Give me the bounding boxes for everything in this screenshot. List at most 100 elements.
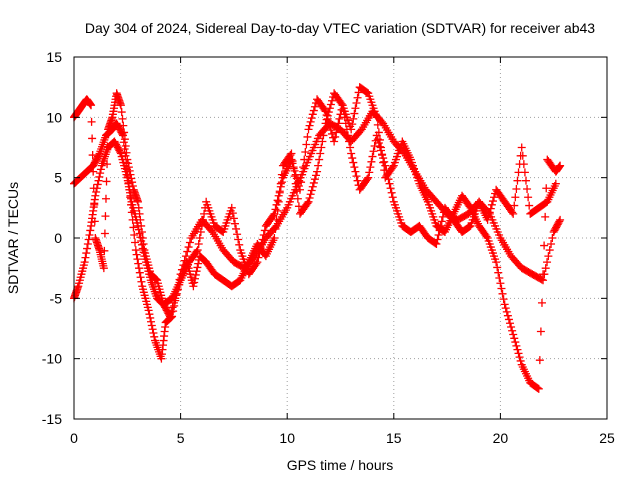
data-point-interp xyxy=(369,147,378,156)
data-point-interp xyxy=(508,326,517,335)
data-point-interp xyxy=(539,270,548,279)
x-tick-label: 0 xyxy=(70,430,78,446)
data-point-interp xyxy=(305,194,314,203)
data-point-interp xyxy=(366,163,375,172)
data-point-interp xyxy=(513,176,522,185)
data-point-interp xyxy=(87,117,96,126)
data-point-interp xyxy=(146,313,155,322)
data-point-interp xyxy=(124,163,133,172)
y-tick-label: 5 xyxy=(54,170,62,186)
data-point-interp xyxy=(373,120,382,129)
data-point-interp xyxy=(102,177,111,186)
data-point-interp xyxy=(118,129,127,138)
data-point-interp xyxy=(545,246,554,255)
data-point-interp xyxy=(276,179,285,188)
data-point-interp xyxy=(504,315,513,324)
data-point-interp xyxy=(259,230,268,239)
data-point-interp xyxy=(150,332,159,341)
data-point-interp xyxy=(349,158,358,167)
data-point-interp xyxy=(487,200,496,209)
data-point-interp xyxy=(194,259,203,268)
data-point-interp xyxy=(83,240,92,249)
data-point-interp xyxy=(117,108,126,117)
data-point-interp xyxy=(122,148,131,157)
data-point-interp xyxy=(148,325,157,334)
data-point xyxy=(304,125,313,134)
data-point-interp xyxy=(127,174,136,183)
data-point-interp xyxy=(375,142,384,151)
data-point xyxy=(321,119,330,128)
data-point-interp xyxy=(326,126,335,135)
data-point-interp xyxy=(537,298,546,307)
data-point-interp xyxy=(380,157,389,166)
data-point-interp xyxy=(503,311,512,320)
data-point-interp xyxy=(275,188,284,197)
tick-labels: 0 5 10 15 20 25 -15 -10 -5 0 5 10 15 xyxy=(42,49,615,446)
data-point-interp xyxy=(367,157,376,166)
data-point-interp xyxy=(537,275,546,284)
data-point-interp xyxy=(536,327,545,336)
data-point-interp xyxy=(131,238,140,247)
data-point-interp xyxy=(103,142,112,151)
data-point xyxy=(551,179,560,188)
data-point-interp xyxy=(147,321,156,330)
data-point-interp xyxy=(151,274,160,283)
data-point-interp xyxy=(254,253,263,262)
data-point-interp xyxy=(308,110,317,119)
data-point-interp xyxy=(511,193,520,202)
data-point-interp xyxy=(195,234,204,242)
data-point-interp xyxy=(124,159,133,168)
data-point-interp xyxy=(379,154,388,163)
data-point-interp xyxy=(485,208,494,217)
data-point-interp xyxy=(514,349,523,358)
data-point-interp xyxy=(317,143,326,152)
data-point-interp xyxy=(93,180,102,189)
data-point-interp xyxy=(337,99,346,108)
data-point-interp xyxy=(135,268,144,277)
data-point-interp xyxy=(498,289,507,298)
data-point-interp xyxy=(384,175,393,184)
data-point-interp xyxy=(339,107,348,116)
data-point xyxy=(287,149,296,158)
data-point-interp xyxy=(138,244,147,253)
data-point xyxy=(270,234,279,242)
x-tick-label: 5 xyxy=(177,430,185,446)
data-point xyxy=(87,101,96,110)
data-point-interp xyxy=(305,121,314,130)
data-point-interp xyxy=(533,384,542,393)
data-point-interp xyxy=(525,201,534,210)
data-point-interp xyxy=(548,234,557,242)
data-point-interp xyxy=(495,273,504,282)
data-point-interp xyxy=(482,232,491,241)
data-point-interp xyxy=(348,120,357,129)
data-point-interp xyxy=(435,226,444,235)
data-point-interp xyxy=(134,259,143,268)
data-point-interp xyxy=(307,186,316,195)
data-point-interp xyxy=(152,275,161,284)
data-point-interp xyxy=(332,128,341,137)
data-point-interp xyxy=(368,152,377,161)
data-point-interp xyxy=(501,304,510,313)
data-point-interp xyxy=(147,317,156,326)
data-point-interp xyxy=(96,169,105,178)
data-point-interp xyxy=(535,356,544,365)
data-point-interp xyxy=(228,209,237,218)
data-point-interp xyxy=(353,93,362,102)
data-point-interp xyxy=(352,172,361,181)
data-point-interp xyxy=(197,221,206,230)
data-point-interp xyxy=(126,170,135,179)
data-point-interp xyxy=(185,238,194,247)
data-point-interp xyxy=(301,148,310,157)
data-point-interp xyxy=(493,263,502,272)
data-point-interp xyxy=(302,140,311,149)
data-point-interp xyxy=(486,204,495,213)
data-point xyxy=(227,203,236,212)
data-point-interp xyxy=(286,151,295,160)
data-point-interp xyxy=(319,131,328,140)
data-point-interp xyxy=(320,105,329,114)
y-tick-label: 15 xyxy=(46,49,62,65)
data-point-interp xyxy=(145,310,154,319)
data-point-interp xyxy=(137,227,146,236)
data-point-interp xyxy=(322,115,331,124)
